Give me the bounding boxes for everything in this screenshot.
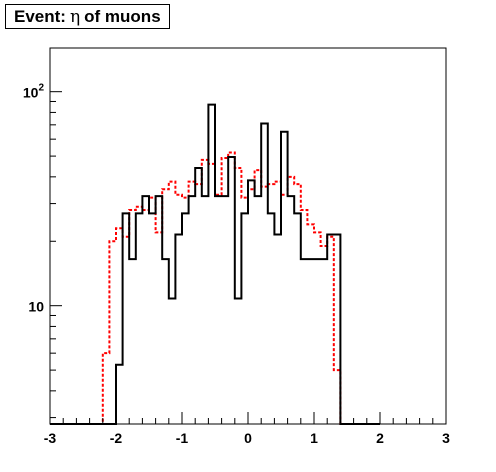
title-eta-symbol: η	[69, 6, 81, 27]
x-tick-label: 2	[376, 430, 384, 446]
x-tick-label: 3	[442, 430, 450, 446]
y-tick-label: 10	[28, 299, 44, 315]
y-tick-label: 102	[23, 83, 45, 101]
plot-frame	[49, 47, 447, 425]
histogram-series-black	[50, 103, 380, 425]
title-prefix: Event:	[14, 6, 66, 26]
x-tick-label: -2	[110, 430, 123, 446]
x-tick-label: 1	[310, 430, 318, 446]
title-suffix: of muons	[84, 6, 161, 26]
x-tick-label: 0	[244, 430, 252, 446]
histogram-title: Event: η of muons	[5, 4, 170, 29]
axis-layer: -3 -2 -1 0 1 2 3 10 102	[23, 83, 450, 446]
x-tick-label: -3	[44, 430, 57, 446]
x-tick-label: -1	[176, 430, 189, 446]
series-layer	[50, 103, 380, 425]
